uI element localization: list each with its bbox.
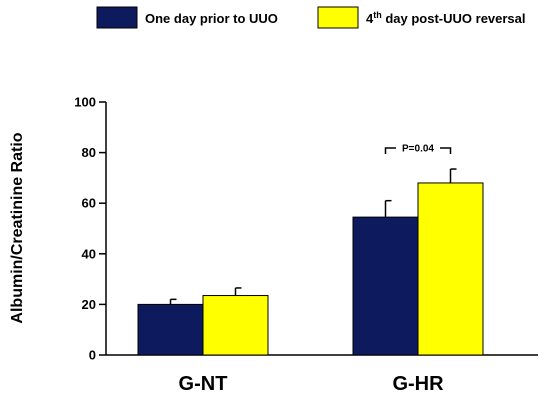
y-tick-label: 60: [82, 196, 96, 211]
y-tick-label: 40: [82, 246, 96, 261]
bar-g-hr-series-2: [417, 182, 484, 356]
category-label-g-nt: G-NT: [179, 373, 228, 395]
legend-label-series-1: One day prior to UUO: [145, 11, 278, 26]
legend-label-series-2: 4th day post-UUO reversal: [366, 10, 526, 26]
bar-g-hr-series-1: [352, 216, 419, 356]
y-tick-label: 100: [74, 95, 96, 110]
significance-label: P=0.04: [402, 144, 434, 155]
legend-swatch-series-1: [96, 6, 138, 29]
legend-label-series-2-rest: day post-UUO reversal: [382, 11, 526, 26]
bar-g-nt-series-1: [137, 303, 204, 356]
bars: [137, 168, 484, 356]
legend-label-series-2-base: 4: [366, 11, 374, 26]
y-tick-label: 80: [82, 145, 96, 160]
y-tick-label: 0: [89, 348, 96, 363]
bar-g-nt-series-2: [202, 295, 269, 356]
significance-label-bg: [396, 141, 440, 154]
category-label-g-hr: G-HR: [392, 373, 444, 395]
legend-label-series-2-sup: th: [373, 10, 382, 20]
annotations: P=0.04: [384, 141, 452, 155]
x-labels: G-NT G-HR: [179, 373, 445, 395]
y-axis-title: Albumin/Creatinine Ratio: [9, 132, 26, 323]
legend: One day prior to UUO 4th day post-UUO re…: [96, 6, 526, 29]
legend-swatch-series-2: [317, 6, 359, 29]
y-ticks: 0 20 40 60 80 100: [74, 95, 106, 363]
y-tick-label: 20: [82, 297, 96, 312]
